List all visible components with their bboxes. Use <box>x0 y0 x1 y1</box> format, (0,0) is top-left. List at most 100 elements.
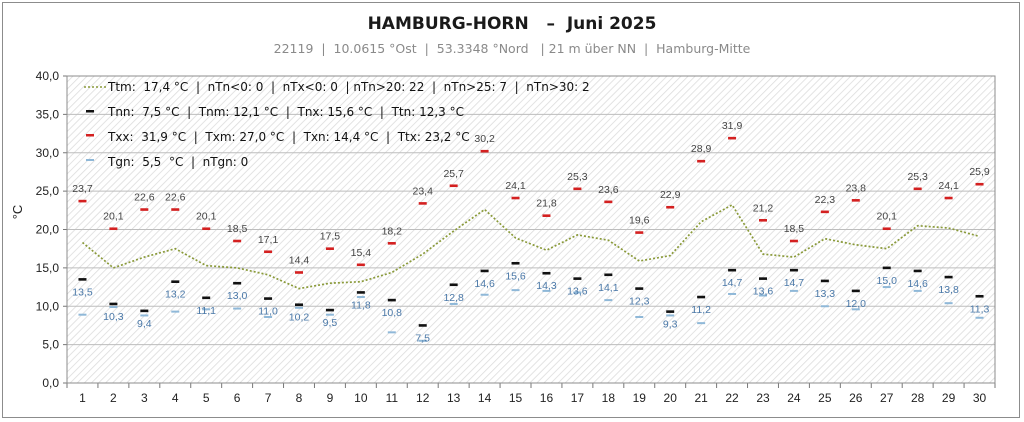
ground-min-marker <box>325 313 334 316</box>
x-tick-label: 23 <box>756 391 770 405</box>
max-temperature-label: 20,1 <box>103 211 124 223</box>
ground-min-marker <box>356 296 365 299</box>
min-temperature-marker <box>264 297 273 300</box>
min-temperature-label: 14,7 <box>784 277 805 289</box>
ground-min-marker <box>573 291 582 294</box>
x-tick-label: 6 <box>234 391 241 405</box>
max-temperature-label: 23,6 <box>598 184 619 196</box>
max-temperature-label: 25,3 <box>567 171 588 183</box>
min-temperature-label: 10,2 <box>289 312 310 324</box>
min-temperature-label: 12,3 <box>629 296 650 308</box>
max-temperature-label: 25,3 <box>907 171 928 183</box>
ground-min-marker <box>387 331 396 334</box>
ground-min-marker <box>264 315 273 318</box>
min-temperature-marker <box>728 268 737 272</box>
legend-ground-text: Tgn: 5,5 °C | nTgn: 0 <box>107 155 248 169</box>
max-temperature-marker <box>728 136 737 140</box>
max-temperature-label: 28,9 <box>691 143 712 155</box>
ground-min-marker <box>480 293 489 296</box>
ground-min-marker <box>171 310 180 313</box>
ground-min-marker <box>295 306 303 309</box>
min-temperature-marker <box>356 291 365 294</box>
min-temperature-label: 11,0 <box>258 306 278 318</box>
min-temperature-label: 14,6 <box>907 278 928 290</box>
x-tick-label: 8 <box>296 391 303 405</box>
ground-min-marker <box>944 302 953 305</box>
max-temperature-marker <box>387 242 396 245</box>
x-tick-label: 29 <box>942 391 956 405</box>
y-tick-label: 20,0 <box>36 223 60 237</box>
max-temperature-marker <box>233 239 242 243</box>
x-tick-label: 14 <box>478 391 492 405</box>
min-temperature-label: 10,8 <box>382 307 403 319</box>
x-tick-label: 10 <box>354 391 368 405</box>
x-tick-label: 12 <box>416 391 430 405</box>
legend-min-marker <box>86 110 94 113</box>
min-temperature-marker <box>387 298 396 302</box>
max-temperature-label: 23,8 <box>846 182 867 194</box>
min-temperature-label: 13,5 <box>72 286 93 298</box>
min-temperature-label: 11,1 <box>196 305 216 317</box>
min-temperature-label: 15,0 <box>877 275 898 287</box>
x-tick-label: 5 <box>203 391 210 405</box>
min-temperature-label: 11,2 <box>691 304 711 316</box>
plot-border <box>66 75 996 384</box>
min-temperature-label: 13,8 <box>938 284 959 296</box>
mean-temperature-line <box>81 203 980 290</box>
min-temperature-marker <box>789 268 798 272</box>
ground-min-marker <box>511 289 520 292</box>
max-temperature-label: 20,1 <box>196 211 217 223</box>
min-temperature-marker <box>202 296 211 300</box>
ground-min-marker <box>820 305 829 308</box>
min-temperature-label: 14,3 <box>536 280 557 292</box>
x-tick-label: 17 <box>571 391 585 405</box>
x-tick-label: 13 <box>447 391 461 405</box>
y-tick-label: 5,0 <box>42 338 59 352</box>
min-temperature-label: 11,3 <box>970 303 990 315</box>
max-temperature-label: 21,8 <box>536 198 557 210</box>
chart-subtitle: 22119 | 10.0615 °Ost | 53.3348 °Nord | 2… <box>273 41 751 56</box>
min-temperature-marker <box>480 269 489 273</box>
min-temperature-label: 11,8 <box>351 299 371 311</box>
max-temperature-marker <box>635 231 644 234</box>
max-temperature-marker <box>573 187 582 191</box>
max-temperature-marker <box>697 159 706 163</box>
ground-min-marker <box>604 299 613 302</box>
max-temperature-marker <box>882 227 891 231</box>
y-tick-label: 0,0 <box>42 376 59 390</box>
min-temperature-label: 14,1 <box>598 282 619 294</box>
max-temperature-label: 17,5 <box>320 231 341 243</box>
x-tick-label: 18 <box>602 391 616 405</box>
x-tick-label: 2 <box>110 391 117 405</box>
max-temperature-label: 18,5 <box>784 223 805 235</box>
ground-min-marker <box>109 306 118 309</box>
x-tick-label: 21 <box>694 391 708 405</box>
min-temperature-label: 13,6 <box>753 286 774 298</box>
x-tick-label: 28 <box>911 391 925 405</box>
min-temperature-marker <box>759 277 767 280</box>
max-temperature-label: 18,2 <box>382 225 403 237</box>
max-temperature-label: 23,4 <box>413 185 434 197</box>
x-tick-label: 19 <box>633 391 647 405</box>
min-temperature-marker <box>325 308 334 312</box>
max-temperature-marker <box>666 205 675 209</box>
ground-min-marker <box>666 314 675 317</box>
max-temperature-marker <box>944 196 953 200</box>
max-temperature-label: 14,4 <box>289 254 310 266</box>
max-temperature-label: 23,7 <box>72 183 93 195</box>
max-temperature-label: 20,1 <box>877 211 898 223</box>
max-temperature-label: 24,1 <box>505 180 526 192</box>
max-temperature-marker <box>171 208 180 211</box>
min-temperature-label: 9,4 <box>137 318 152 330</box>
legend-mean-text: Ttm: 17,4 °C | nTn<0: 0 | nTx<0: 0 | nTn… <box>107 80 590 94</box>
ground-min-marker <box>449 302 458 305</box>
max-temperature-marker <box>975 182 984 186</box>
min-temperature-label: 13,0 <box>227 290 248 302</box>
ground-min-marker <box>697 322 706 325</box>
legend-min-text: Tnn: 7,5 °C | Tnm: 12,1 °C | Tnx: 15,6 °… <box>107 105 464 119</box>
min-temperature-marker <box>975 294 984 298</box>
min-temperature-label: 13,3 <box>815 288 836 300</box>
ground-min-marker <box>759 294 767 297</box>
min-temperature-label: 7,5 <box>415 332 430 344</box>
